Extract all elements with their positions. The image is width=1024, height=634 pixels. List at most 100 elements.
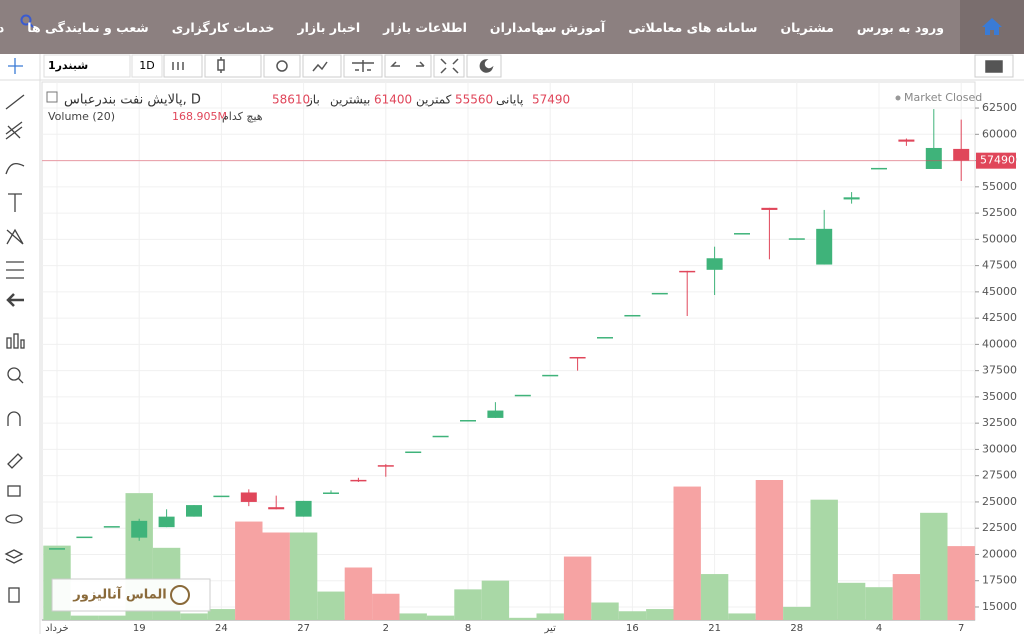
volume-bar xyxy=(947,546,975,620)
candle-body xyxy=(76,536,93,539)
volume-bar xyxy=(289,532,318,620)
x-tick-label: 21 xyxy=(708,623,721,634)
volume-bar xyxy=(317,591,345,620)
x-tick-label: تیر xyxy=(544,623,557,634)
nav-item[interactable]: اطلاعات بازار xyxy=(383,19,467,35)
y-tick-label: 60000 xyxy=(982,127,1017,140)
nav-item[interactable]: مشتریان xyxy=(780,19,834,35)
nav-item[interactable]: شعب و نمایندگی ها xyxy=(27,19,149,35)
volume-bar xyxy=(700,574,729,620)
candle-body xyxy=(158,516,175,528)
nav-item[interactable]: خدمات کارگزاری xyxy=(171,19,275,35)
volume-bar xyxy=(646,609,674,620)
y-tick-label: 45000 xyxy=(982,285,1017,298)
y-tick-label: 37500 xyxy=(982,364,1017,377)
candle-body xyxy=(268,507,285,510)
chart-app: شبندر1 1D 150001750020000225002500027500… xyxy=(0,54,1024,634)
volume-bar xyxy=(344,567,373,620)
x-tick-label: 19 xyxy=(133,623,146,634)
candle-body xyxy=(651,292,668,295)
left-tools[interactable] xyxy=(4,58,25,603)
volume-bar xyxy=(783,606,811,620)
legend-open-label: باز xyxy=(306,93,320,108)
volume-bar xyxy=(207,609,236,620)
candle-body xyxy=(569,356,586,359)
x-tick-label: خرداد xyxy=(45,623,68,634)
candle-body xyxy=(377,465,394,467)
legend-high-label: بیشترین xyxy=(330,93,370,108)
y-tick-label: 17500 xyxy=(982,574,1017,587)
x-tick-label: 7 xyxy=(958,623,964,634)
volume-bar xyxy=(70,615,99,620)
home-button[interactable] xyxy=(960,0,1024,54)
candle-body xyxy=(487,410,504,418)
y-tick-label: 52500 xyxy=(982,206,1017,219)
candle-body xyxy=(295,500,312,517)
interval: 1D xyxy=(139,59,154,72)
volume-bar xyxy=(755,480,784,620)
candle-body xyxy=(706,258,723,270)
x-tick-label: 27 xyxy=(297,623,310,634)
volume-title: Volume (20) xyxy=(48,110,115,123)
volume-value: 168.905M xyxy=(172,110,227,123)
y-tick-label: 27500 xyxy=(982,469,1017,482)
last-price-box xyxy=(976,152,1016,169)
y-tick-label: 25000 xyxy=(982,495,1017,508)
last-price-label: 57490 xyxy=(980,154,1015,167)
volume-bar xyxy=(509,617,537,620)
watermark-logo xyxy=(170,585,190,605)
nav-item[interactable]: آموزش سهامداران xyxy=(489,19,606,35)
legend-close-label: پایانی xyxy=(496,93,523,107)
nav-item[interactable]: ورود به بورس xyxy=(856,19,944,35)
x-tick-label: 16 xyxy=(626,623,639,634)
nav-item[interactable]: اخبار بازار xyxy=(297,19,361,35)
legend-low: 55560 xyxy=(455,93,493,107)
legend-open: 58610 xyxy=(272,93,310,107)
volume-bar xyxy=(591,602,619,620)
x-tick-label: 2 xyxy=(383,623,389,634)
y-tick-label: 50000 xyxy=(982,232,1017,245)
nav-bar: ورود به بورس مشتریان سامانه های معاملاتی آم… xyxy=(0,0,1024,54)
volume-bar xyxy=(728,613,756,620)
candle-body xyxy=(213,495,230,498)
nav-item[interactable]: سامانه های معاملاتی xyxy=(628,19,758,35)
volume-bar xyxy=(262,532,290,620)
candle-body xyxy=(816,228,833,265)
candle-body xyxy=(898,139,915,142)
candle-body xyxy=(131,520,148,538)
candle-body xyxy=(734,233,750,235)
candle-body xyxy=(240,492,257,502)
search-icon[interactable] xyxy=(18,12,38,32)
x-tick-label: 28 xyxy=(790,623,803,634)
legend-close: 57490 xyxy=(532,93,570,107)
candle-body xyxy=(953,148,970,161)
volume-bar xyxy=(481,580,510,620)
volume-bar xyxy=(865,587,893,620)
volume-bar xyxy=(399,613,427,620)
candle-body xyxy=(843,197,860,200)
candle-body xyxy=(542,374,559,377)
volume-bar xyxy=(892,574,921,620)
volume-bar xyxy=(563,556,592,620)
toolbar-icons xyxy=(172,57,1003,74)
legend-high: 61400 xyxy=(374,93,412,107)
symbol-input[interactable] xyxy=(43,54,131,78)
candle-body xyxy=(49,548,65,550)
candle-body xyxy=(925,147,942,169)
status-dot xyxy=(895,95,901,101)
collapse-button[interactable] xyxy=(46,91,58,103)
nav-item[interactable]: درباره ما xyxy=(0,19,5,35)
menu: ورود به بورس مشتریان سامانه های معاملاتی آم… xyxy=(0,0,960,54)
volume-bar xyxy=(920,512,948,620)
interval-button[interactable] xyxy=(131,54,163,78)
candle-body xyxy=(761,207,778,210)
y-tick-label: 55000 xyxy=(982,180,1017,193)
volume-bar xyxy=(837,582,866,620)
volume-bar xyxy=(536,613,564,620)
candle-body xyxy=(186,505,202,517)
y-tick-label: 47500 xyxy=(982,259,1017,272)
legend-title: پالایش نفت بندرعباس, D xyxy=(64,93,201,108)
candle-body xyxy=(624,314,641,317)
x-tick-label: 8 xyxy=(465,623,471,634)
